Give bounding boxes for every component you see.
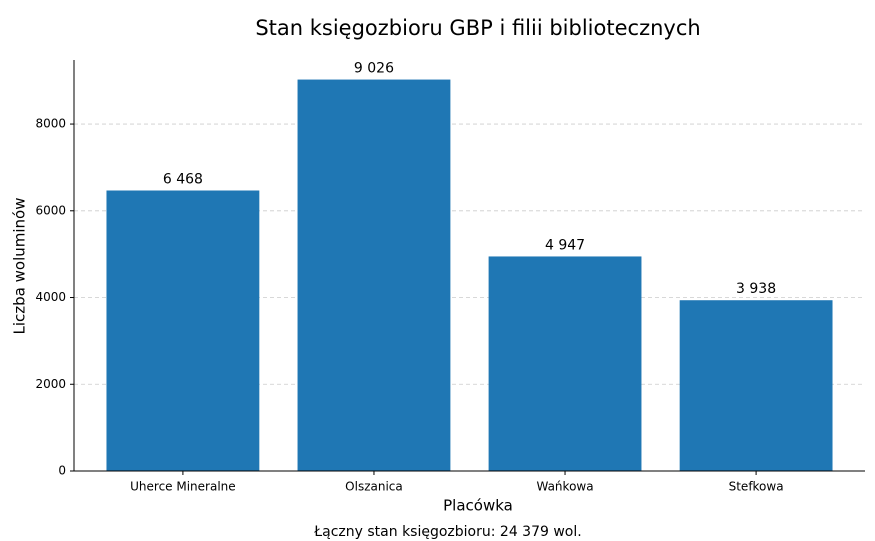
value-label: 9 026 (354, 61, 394, 77)
x-tick-label: Wańkowa (536, 480, 593, 494)
bar (106, 190, 260, 471)
y-tick-label: 2000 (35, 377, 66, 391)
x-tick-label: Stefkowa (729, 480, 784, 494)
footnote: Łączny stan księgozbioru: 24 379 wol. (313, 524, 581, 540)
y-tick-label: 4000 (35, 290, 66, 304)
y-tick-label: 0 (58, 464, 66, 478)
x-axis-label: Placówka (443, 497, 513, 515)
x-tick-label: Olszanica (345, 480, 403, 494)
x-tick-label: Uherce Mineralne (130, 480, 236, 494)
value-label: 6 468 (163, 171, 203, 187)
bar (679, 300, 833, 471)
value-label: 4 947 (545, 237, 585, 253)
y-axis-label: Liczba woluminów (11, 198, 29, 335)
value-label: 3 938 (736, 281, 776, 297)
bar (488, 256, 642, 471)
y-tick-label: 8000 (35, 117, 66, 131)
bar (297, 79, 451, 472)
chart-title: Stan księgozbioru GBP i filii bibliotecz… (255, 16, 700, 40)
y-tick-label: 6000 (35, 203, 66, 217)
